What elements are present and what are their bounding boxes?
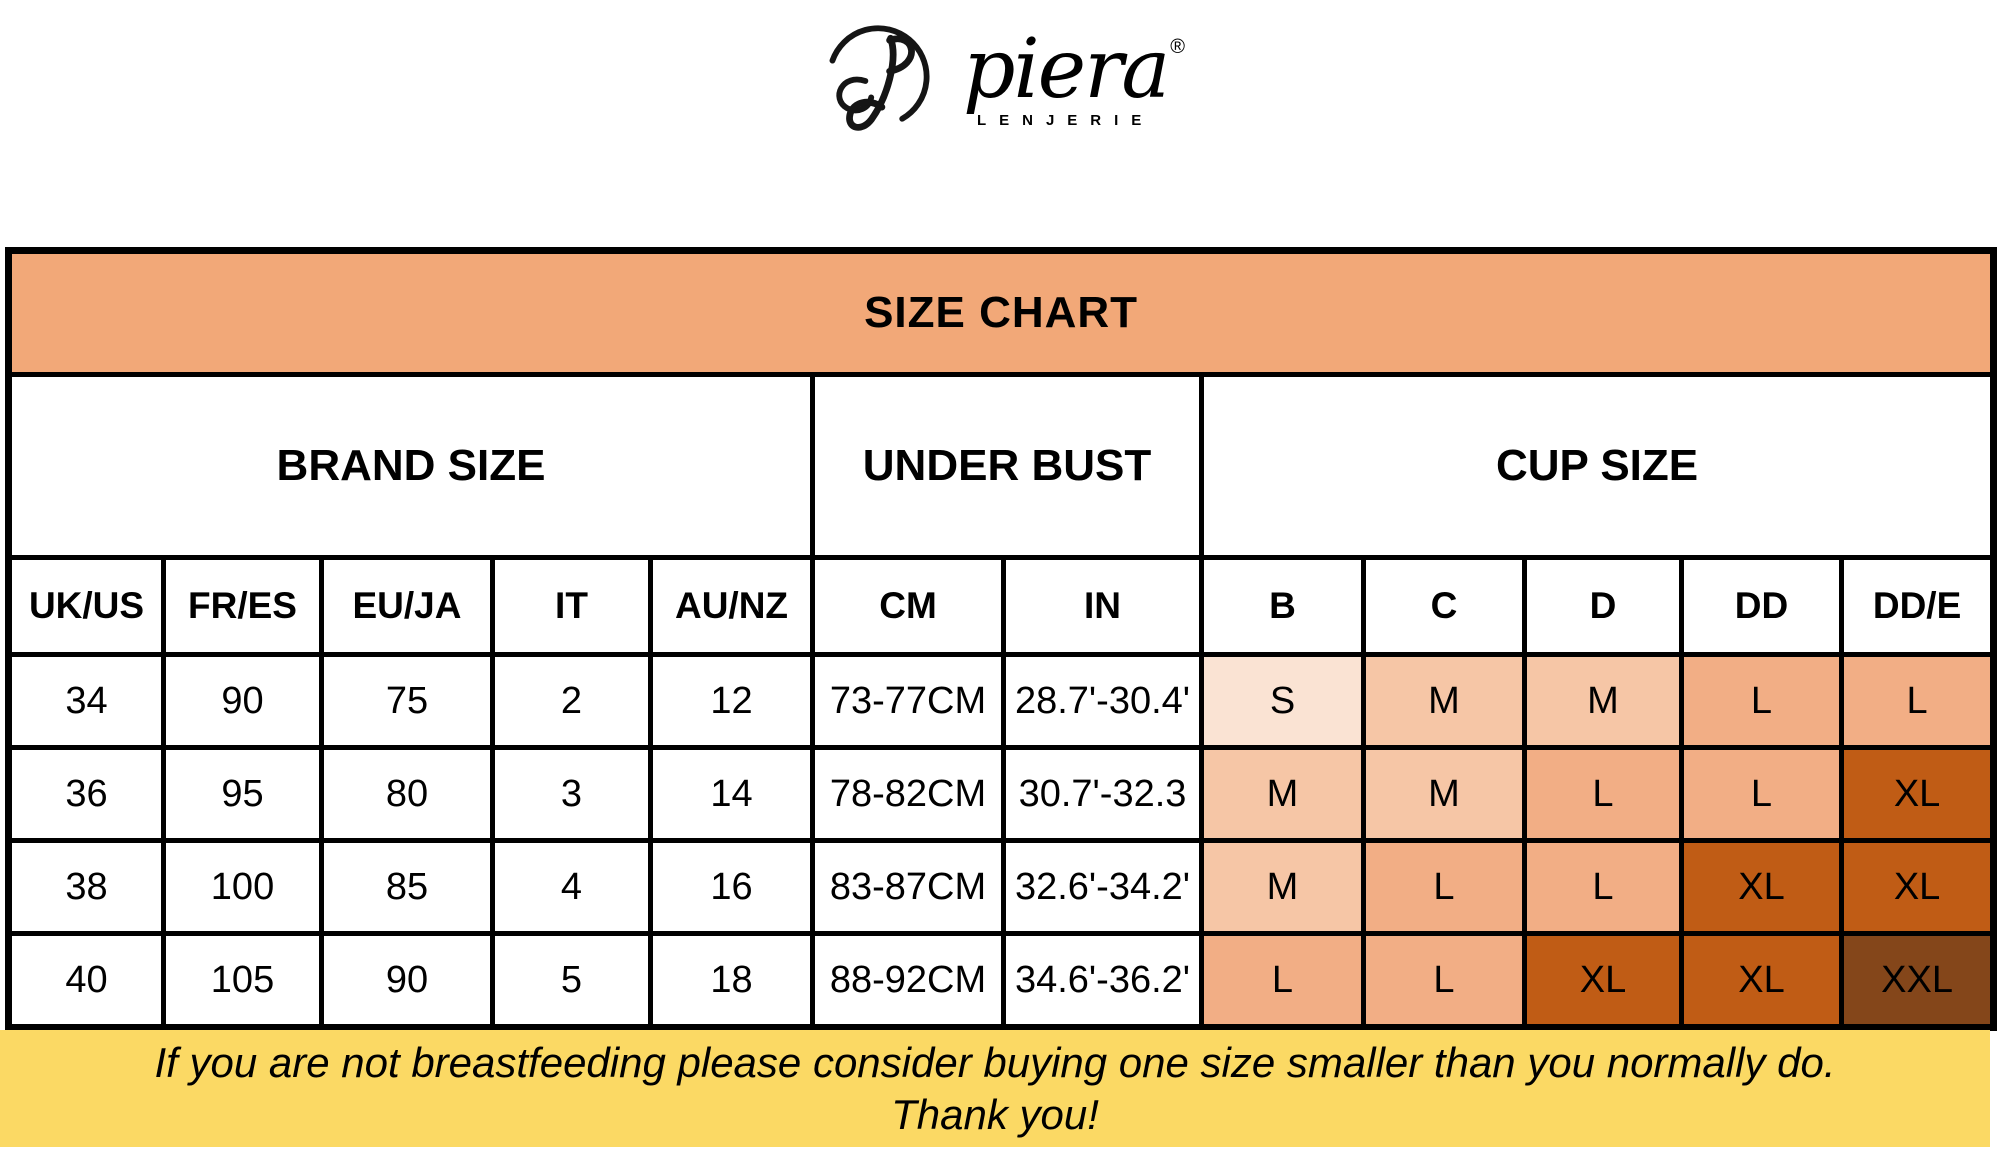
table-title-row: SIZE CHART (5, 248, 1997, 377)
brand-logo: piera ® LENJERIE (0, 10, 2000, 150)
cup-cell-c: L (1361, 931, 1527, 1030)
cell-eu-ja: 80 (319, 745, 495, 843)
registered-mark: ® (1170, 35, 1186, 58)
col-header-cup-d: D (1522, 555, 1684, 657)
cell-au-nz: 18 (648, 931, 815, 1030)
cup-cell-d: XL (1522, 931, 1684, 1030)
cell-in: 32.6'-34.2' (1001, 838, 1204, 936)
footer-line-1: If you are not breastfeeding please cons… (154, 1039, 1836, 1087)
cell-uk-us: 36 (6, 745, 166, 843)
cell-fr-es: 105 (161, 931, 324, 1030)
group-header-row: BRAND SIZE UNDER BUST CUP SIZE (6, 372, 1997, 560)
cell-in: 34.6'-36.2' (1001, 931, 1204, 1030)
cell-it: 4 (490, 838, 653, 936)
cell-in: 28.7'-30.4' (1001, 652, 1204, 750)
piera-monogram-icon (829, 25, 930, 131)
cup-cell-dd-e: L (1838, 652, 1997, 750)
cup-cell-c: L (1361, 838, 1527, 936)
cell-cm: 83-87CM (810, 838, 1006, 936)
col-header-cup-dd-e: DD/E (1838, 555, 1997, 657)
table-row: 34 90 75 2 12 73-77CM 28.7'-30.4' S M M … (6, 652, 1997, 750)
cell-uk-us: 40 (6, 931, 166, 1030)
col-header-cup-b: B (1199, 555, 1366, 657)
col-header-it: IT (490, 555, 653, 657)
cup-cell-d: L (1522, 745, 1684, 843)
brand-name: piera (962, 21, 1170, 117)
cup-cell-b: S (1199, 652, 1366, 750)
cell-in: 30.7'-32.3 (1001, 745, 1204, 843)
cup-cell-d: M (1522, 652, 1684, 750)
cell-cm: 88-92CM (810, 931, 1006, 1030)
col-header-cup-c: C (1361, 555, 1527, 657)
cup-cell-dd: XL (1679, 838, 1844, 936)
cup-cell-dd-e: XL (1838, 745, 1997, 843)
cup-cell-dd: XL (1679, 931, 1844, 1030)
cup-cell-b: M (1199, 838, 1366, 936)
col-header-uk-us: UK/US (6, 555, 166, 657)
footer-line-2: Thank you! (891, 1090, 1099, 1138)
col-header-au-nz: AU/NZ (648, 555, 815, 657)
cell-fr-es: 90 (161, 652, 324, 750)
cell-au-nz: 14 (648, 745, 815, 843)
cell-cm: 73-77CM (810, 652, 1006, 750)
cup-cell-d: L (1522, 838, 1684, 936)
group-under-bust: UNDER BUST (810, 372, 1204, 560)
col-header-cm: CM (810, 555, 1006, 657)
cup-cell-b: L (1199, 931, 1366, 1030)
cup-cell-b: M (1199, 745, 1366, 843)
cell-it: 3 (490, 745, 653, 843)
brand-subtitle: LENJERIE (976, 112, 1155, 130)
table-row: 40 105 90 5 18 88-92CM 34.6'-36.2' L L X… (6, 931, 1997, 1030)
cell-uk-us: 34 (6, 652, 166, 750)
cell-fr-es: 100 (161, 838, 324, 936)
col-header-in: IN (1001, 555, 1204, 657)
cup-cell-dd-e: XXL (1838, 931, 1997, 1030)
cup-cell-c: M (1361, 745, 1527, 843)
cell-uk-us: 38 (6, 838, 166, 936)
cup-cell-c: M (1361, 652, 1527, 750)
cell-au-nz: 16 (648, 838, 815, 936)
cup-cell-dd: L (1679, 745, 1844, 843)
table-title: SIZE CHART (5, 248, 1997, 377)
cell-au-nz: 12 (648, 652, 815, 750)
table-row: 38 100 85 4 16 83-87CM 32.6'-34.2' M L L… (6, 838, 1997, 936)
cell-fr-es: 95 (161, 745, 324, 843)
cell-eu-ja: 75 (319, 652, 495, 750)
group-brand-size: BRAND SIZE (6, 372, 815, 560)
table-row: 36 95 80 3 14 78-82CM 30.7'-32.3 M M L L… (6, 745, 1997, 843)
cell-it: 2 (490, 652, 653, 750)
col-header-fr-es: FR/ES (161, 555, 324, 657)
cup-cell-dd-e: XL (1838, 838, 1997, 936)
cell-eu-ja: 85 (319, 838, 495, 936)
cell-it: 5 (490, 931, 653, 1030)
brand-wordmark: piera ® LENJERIE (962, 21, 1186, 130)
cell-eu-ja: 90 (319, 931, 495, 1030)
group-cup-size: CUP SIZE (1198, 372, 1997, 560)
footer-note: If you are not breastfeeding please cons… (0, 1030, 1990, 1147)
col-header-eu-ja: EU/JA (319, 555, 495, 657)
column-header-row: UK/US FR/ES EU/JA IT AU/NZ CM IN B C D D… (6, 555, 1997, 657)
col-header-cup-dd: DD (1679, 555, 1844, 657)
size-chart-table: SIZE CHART BRAND SIZE UNDER BUST CUP SIZ… (5, 247, 1998, 1031)
cell-cm: 78-82CM (810, 745, 1006, 843)
cup-cell-dd: L (1679, 652, 1844, 750)
